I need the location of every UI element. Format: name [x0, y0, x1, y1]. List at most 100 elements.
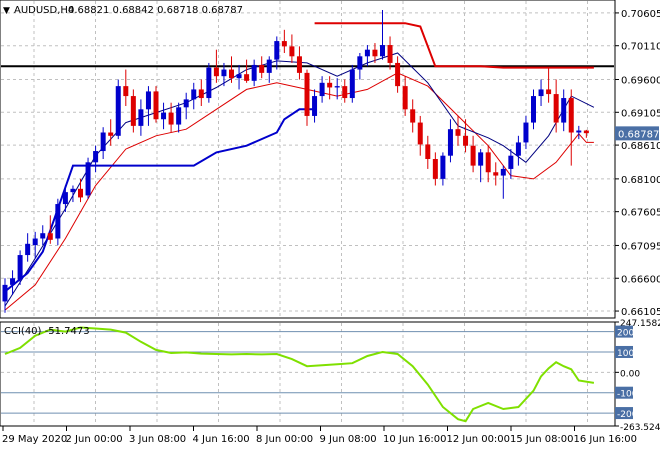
bear-candle — [432, 152, 438, 186]
cci-tick-label: -200 — [617, 410, 638, 420]
cci-label: CCI(40) -51.7473 — [4, 326, 90, 337]
bull-candle — [319, 76, 325, 103]
bear-candle — [410, 99, 416, 133]
resistance-step-line — [314, 22, 594, 69]
bull-candle — [145, 86, 151, 126]
time-tick-label: 8 Jun 00:00 — [256, 434, 313, 445]
candle-body — [115, 86, 121, 136]
cci-tick-label: 247.1582 — [620, 319, 660, 329]
candle-body — [531, 96, 536, 123]
candle-body — [229, 69, 234, 79]
candle-body — [364, 49, 370, 57]
bull-candle — [334, 78, 340, 100]
bear-candle — [108, 119, 114, 146]
candle-body — [319, 82, 325, 97]
time-tick-label: 3 Jun 08:00 — [129, 434, 186, 445]
candle-body — [508, 155, 514, 169]
candle-body — [62, 192, 68, 205]
candle-body — [417, 122, 423, 145]
bear-candle — [455, 115, 461, 146]
candle-body — [123, 86, 129, 97]
bear-candle — [244, 59, 250, 83]
bull-candle — [70, 185, 76, 203]
bear-candle — [289, 34, 295, 63]
candle-body — [191, 89, 197, 100]
candle-body — [312, 96, 318, 116]
candle-body — [85, 162, 91, 196]
bull-candle — [206, 62, 212, 103]
price-tick-label: 0.67605 — [621, 208, 660, 219]
candle-body — [327, 82, 333, 88]
bull-candle — [138, 99, 144, 136]
bull-candle — [40, 225, 46, 246]
cci-series-line — [4, 326, 595, 423]
candle-body — [32, 238, 38, 246]
cci-level-tag — [615, 407, 633, 420]
bear-candle — [425, 135, 431, 169]
bull-candle — [447, 119, 453, 163]
candle-body — [93, 151, 99, 163]
candle-body — [47, 233, 53, 240]
cci-tick-label: 100 — [617, 349, 634, 359]
cci-tick-label: 0.00 — [620, 369, 640, 379]
cci-level-lines — [1, 331, 614, 414]
candle-body — [55, 204, 61, 239]
bear-candle — [395, 56, 401, 93]
bull-candle — [32, 231, 38, 259]
candle-body — [395, 62, 401, 87]
chart-title: ▼ AUDUSD,H4 0.68821 0.68842 0.68718 0.68… — [3, 5, 243, 16]
bull-candle — [531, 89, 536, 130]
candle-body — [410, 109, 416, 123]
candle-body — [10, 278, 16, 285]
candle-body — [296, 56, 302, 73]
cci-level-tag — [615, 325, 633, 338]
bull-candle — [55, 198, 61, 246]
candles — [2, 9, 589, 313]
bull-candle — [364, 45, 370, 67]
candle-body — [357, 56, 363, 70]
bull-candle — [183, 92, 189, 120]
bull-candle — [576, 125, 582, 140]
candle-body — [380, 45, 385, 57]
bull-candle — [266, 56, 272, 83]
candle-body — [161, 112, 167, 120]
cci-level-tag — [615, 345, 633, 358]
bull-candle — [100, 127, 106, 159]
bull-candle — [85, 157, 91, 199]
bull-candle — [440, 152, 446, 186]
bear-candle — [168, 102, 174, 133]
bear-candle — [304, 69, 310, 126]
candle-body — [281, 41, 287, 47]
price-tick-label: 0.66600 — [621, 274, 660, 285]
time-tick-label: 12 Jun 00:00 — [447, 434, 511, 445]
bull-candle — [357, 53, 363, 80]
candle-body — [387, 45, 393, 63]
bear-candle — [402, 76, 408, 116]
main-panel-frame — [0, 0, 616, 319]
candle-body — [553, 94, 559, 123]
price-tick-label: 0.68610 — [621, 141, 660, 152]
down-arrow-icon: ▼ — [3, 6, 10, 16]
candle-body — [440, 155, 446, 179]
candle-body — [259, 64, 265, 73]
candle-body — [176, 107, 182, 125]
candle-body — [425, 144, 431, 159]
bear-candle — [546, 67, 552, 103]
bear-candle — [553, 79, 559, 133]
support-step-line — [4, 108, 315, 293]
candle-body — [244, 74, 250, 81]
bull-candle — [349, 64, 355, 103]
main-grid — [1, 1, 614, 317]
candle-body — [108, 132, 114, 136]
candle-body — [130, 96, 136, 126]
cci-tick-label: -100 — [617, 390, 638, 400]
candle-body — [100, 132, 106, 152]
bull-candle — [176, 102, 182, 133]
bear-candle — [568, 89, 574, 166]
time-tick-label: 2 Jun 00:00 — [66, 434, 123, 445]
candle-body — [546, 89, 552, 95]
price-tick-label: 0.70110 — [621, 42, 660, 53]
